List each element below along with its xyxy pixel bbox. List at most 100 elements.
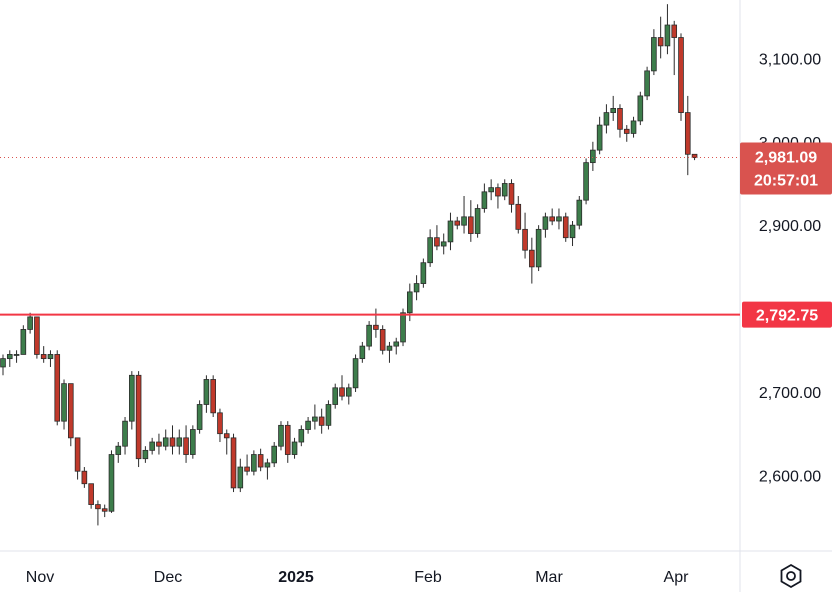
candle-body: [162, 437, 169, 447]
candle: [95, 500, 101, 526]
candle-body: [488, 187, 494, 193]
y-tick-label: 2,700.00: [759, 385, 821, 402]
x-axis[interactable]: Nov Dec 2025 Feb Mar Apr: [26, 569, 689, 586]
candle: [352, 354, 359, 392]
candle-body: [474, 208, 481, 234]
candle: [623, 125, 630, 142]
candle: [122, 417, 128, 455]
candle-body: [223, 433, 230, 439]
horizontal-line-tag[interactable]: 2,792.75: [742, 301, 832, 328]
candle-body: [34, 316, 40, 355]
candle: [501, 179, 508, 201]
candle-body: [149, 441, 155, 451]
candle: [183, 425, 189, 463]
candle: [637, 91, 644, 126]
candle: [664, 4, 671, 55]
candle-body: [291, 441, 298, 455]
candle: [169, 425, 176, 455]
candle-body: [156, 441, 162, 447]
candle: [562, 212, 569, 242]
candle-body: [176, 437, 183, 447]
candle-body: [515, 203, 522, 230]
candle: [210, 375, 216, 417]
candle-body: [88, 483, 94, 505]
candle: [108, 450, 115, 513]
candle: [223, 429, 230, 455]
candle: [81, 467, 88, 488]
current-price-tag: 2,981.09 20:57:01: [740, 142, 832, 195]
candle: [678, 33, 684, 121]
candle-body: [101, 508, 108, 512]
candle-body: [217, 412, 223, 435]
candle: [74, 437, 81, 480]
candle: [393, 337, 400, 355]
candle-body: [40, 354, 47, 360]
x-tick-label: Nov: [26, 569, 54, 586]
candle-body: [366, 324, 372, 347]
candle-body: [20, 329, 27, 355]
candle-body: [529, 249, 535, 268]
candle-body: [623, 128, 630, 134]
candle: [135, 371, 142, 468]
candle: [0, 354, 6, 376]
candle-body: [454, 220, 461, 226]
candle-body: [644, 70, 650, 97]
candle-body: [556, 216, 562, 222]
candle: [284, 421, 291, 463]
candle: [684, 95, 691, 176]
candle: [610, 95, 616, 121]
candle-body: [203, 379, 210, 405]
candle-body: [434, 237, 440, 247]
candle-body: [664, 24, 671, 47]
candle: [379, 325, 386, 355]
candle: [373, 308, 379, 338]
candle: [420, 258, 427, 288]
candle: [47, 350, 54, 367]
candle-body: [562, 216, 569, 239]
candle: [34, 316, 40, 359]
candle: [271, 442, 277, 468]
candle-body: [13, 354, 20, 356]
candle: [461, 195, 467, 234]
candle-body: [481, 191, 488, 209]
candle-body: [305, 420, 311, 430]
candle-body: [264, 462, 271, 468]
candle: [291, 437, 298, 459]
x-tick-label: 2025: [278, 569, 314, 586]
candle-body: [6, 354, 13, 360]
candle: [40, 346, 47, 363]
candle-body: [61, 383, 67, 422]
candle: [529, 237, 535, 284]
candle: [61, 379, 67, 430]
candle-body: [440, 241, 447, 247]
bar-countdown: 20:57:01: [754, 173, 818, 190]
candle-body: [630, 120, 637, 134]
chart-settings-icon[interactable]: [780, 563, 802, 589]
candle-body: [596, 124, 603, 151]
candle-body: [74, 437, 81, 472]
candle: [27, 312, 33, 334]
candle-body: [129, 374, 135, 422]
candle-body: [325, 404, 332, 426]
candle-body: [345, 387, 352, 397]
candle-body: [27, 316, 33, 330]
candle: [468, 200, 474, 242]
candle-body: [339, 387, 345, 397]
candle: [386, 341, 393, 363]
candle: [596, 116, 603, 155]
y-axis[interactable]: 2,600.002,700.002,800.002,900.003,000.00…: [759, 51, 821, 485]
candle: [454, 216, 461, 230]
candle-body: [352, 358, 359, 389]
candle: [691, 153, 698, 161]
candle-body: [657, 37, 664, 47]
candle-body: [169, 437, 176, 447]
candle: [657, 16, 664, 59]
candle-body: [251, 454, 257, 472]
candle: [312, 404, 318, 430]
candle: [244, 454, 250, 476]
candle-body: [379, 329, 386, 351]
candle: [481, 183, 488, 213]
y-tick-label: 3,100.00: [759, 51, 821, 68]
candle: [474, 204, 481, 238]
